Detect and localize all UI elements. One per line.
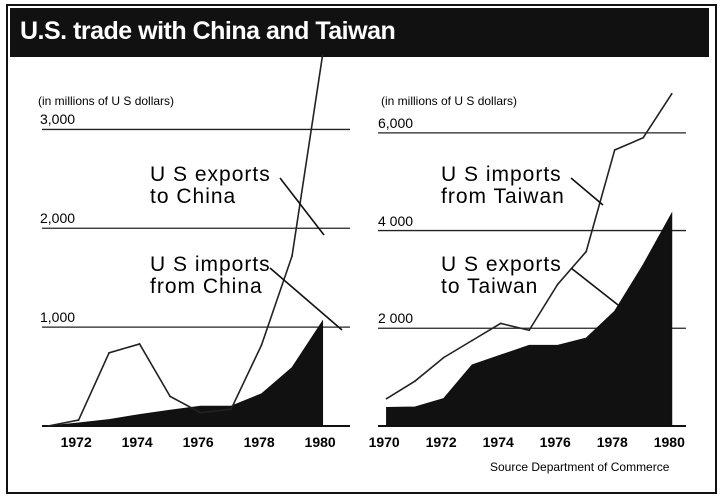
china-series-0-line xyxy=(47,55,324,427)
taiwan-y-tick-label: 6,000 xyxy=(378,114,414,131)
taiwan-annotation-line: U S imports xyxy=(441,163,562,186)
china-annotation: U S imports from China xyxy=(150,254,271,298)
taiwan-x-tick-label: 1980 xyxy=(653,434,685,450)
taiwan-x-tick-label: 1978 xyxy=(596,434,628,450)
china-annotation-line: U S imports xyxy=(150,253,271,276)
source-note: Source Department of Commerce xyxy=(490,460,670,474)
china-x-tick-label: 1980 xyxy=(304,434,336,450)
taiwan-annotation-line: to Taiwan xyxy=(441,275,539,298)
taiwan-series-0-point xyxy=(414,380,416,382)
china-y-tick-label: 3,000 xyxy=(40,111,76,128)
china-series-0-point xyxy=(169,395,171,398)
china-series-0-point xyxy=(138,343,141,345)
china-annotation-line: U S exports xyxy=(150,163,271,186)
china-series-0-point xyxy=(77,419,80,421)
china-series-0-point xyxy=(199,411,202,414)
taiwan-x-tick-label: 1976 xyxy=(539,434,571,450)
taiwan-unit-label: (in millions of U S dollars) xyxy=(381,94,518,108)
china-series-0-point xyxy=(230,408,232,411)
china-annotation-line: to China xyxy=(150,185,237,208)
china-series-0-point xyxy=(260,344,263,346)
taiwan-annotation-line: from Taiwan xyxy=(441,185,565,208)
china-chart-svg xyxy=(42,54,350,427)
taiwan-series-0-point xyxy=(556,283,559,286)
taiwan-annotation: U S exports to Taiwan xyxy=(441,254,562,298)
china-annotation: U S exports to China xyxy=(150,164,271,208)
taiwan-series-0-point xyxy=(499,322,502,325)
china-series-0-point xyxy=(108,351,110,354)
taiwan-y-tick-label: 4 000 xyxy=(378,212,414,229)
china-x-tick-label: 1974 xyxy=(121,434,153,450)
china-series-0-point xyxy=(47,425,49,427)
taiwan-annotation-line: U S exports xyxy=(441,253,562,276)
china-annotation-line: from China xyxy=(150,275,263,298)
taiwan-panel: (in millions of U S dollars) 2 000 4 000 6,… xyxy=(369,60,711,450)
taiwan-series-0-point xyxy=(528,329,531,332)
taiwan-series-0-point xyxy=(585,250,588,253)
taiwan-y-tick-label: 2 000 xyxy=(378,310,414,327)
china-y-tick-label: 1,000 xyxy=(40,309,76,326)
taiwan-series-0-point xyxy=(613,149,616,151)
taiwan-chart-svg xyxy=(378,92,686,427)
taiwan-annotation: U S imports from Taiwan xyxy=(441,164,565,208)
taiwan-x-tick-label: 1972 xyxy=(425,434,457,450)
china-annotation-leader xyxy=(279,177,325,236)
china-x-tick-label: 1978 xyxy=(243,434,275,450)
china-panel: (in millions of U S dollars) 1,000 2,000 3,… xyxy=(38,54,374,450)
china-series-0-point xyxy=(321,54,324,57)
taiwan-x-tick-label: 1970 xyxy=(368,434,400,450)
taiwan-series-0-point xyxy=(642,136,645,139)
taiwan-annotation-leader xyxy=(570,267,628,313)
taiwan-annotation-leader xyxy=(570,177,604,206)
title-bar: U.S. trade with China and Taiwan xyxy=(10,8,709,57)
taiwan-series-0-point xyxy=(442,356,445,359)
taiwan-series-0-point xyxy=(471,339,474,342)
china-series-0-point xyxy=(291,255,293,257)
china-unit-label: (in millions of U S dollars) xyxy=(38,94,175,108)
china-y-tick-label: 2,000 xyxy=(40,210,76,227)
chart-title: U.S. trade with China and Taiwan xyxy=(20,17,396,45)
china-series-1-area xyxy=(48,319,324,427)
china-annotation-leader xyxy=(269,267,343,331)
china-x-tick-label: 1976 xyxy=(182,434,214,450)
taiwan-series-1-area xyxy=(386,211,673,427)
taiwan-series-0-point xyxy=(670,92,673,95)
china-x-tick-label: 1972 xyxy=(60,434,92,450)
taiwan-x-tick-label: 1974 xyxy=(482,434,514,450)
taiwan-series-0-point xyxy=(385,397,388,400)
